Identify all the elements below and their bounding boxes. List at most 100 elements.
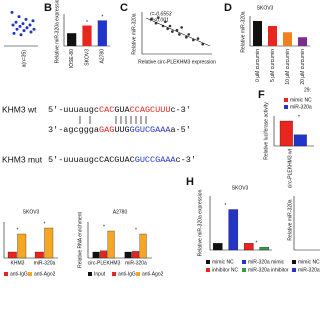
point [21, 22, 25, 26]
bar [82, 25, 92, 46]
legend-label: mimic NC [298, 259, 320, 265]
x-label: circ-PLEKHM3 wt [287, 148, 293, 188]
sequence-label: KHM3 mut [2, 154, 43, 164]
y-label: Relative miR-320a [240, 11, 246, 52]
x-label: a(n=35) [21, 50, 27, 68]
point [187, 33, 190, 36]
x-tick-label: 0 μM curcumin [255, 49, 261, 82]
legend-swatch [112, 272, 116, 276]
point [32, 27, 36, 31]
significance: * [44, 221, 46, 227]
x-tick-label: 5 μM curcumin [270, 49, 276, 82]
bar [283, 32, 292, 46]
point [28, 23, 32, 27]
stat: P<0.001 [150, 17, 169, 23]
y-label: Relative miR-320a [131, 13, 137, 54]
chart-title: SKOV3 [257, 5, 274, 11]
point [14, 20, 18, 24]
bar [17, 233, 27, 259]
bar [279, 120, 293, 147]
trend-line [145, 17, 211, 47]
legend-label: miR-320a mimic [248, 259, 285, 265]
significance: * [225, 203, 227, 209]
sequence: 3'-agcgggaGAGUUGGGUCGAAAa-5' [48, 125, 191, 135]
legend-swatch [88, 272, 92, 276]
legend-label: miR-320a [298, 267, 320, 273]
bar [243, 243, 254, 251]
x-tick-label: SKOV3 [84, 49, 90, 66]
bar [44, 227, 54, 259]
panel-label: C [120, 2, 128, 14]
sequence-segment: GGUCGAAA [130, 125, 172, 135]
sequence-segment: 5'-uuuaugc [48, 105, 99, 115]
legend-swatch [242, 260, 246, 264]
sequence-segment: CCAGCUUU [130, 105, 171, 115]
point [12, 31, 16, 35]
x-tick-label: KHM3 [11, 260, 25, 266]
significance: * [101, 15, 103, 21]
y-label: Relative luciferase activity [263, 102, 269, 160]
x-tick-label: IOSE-80 [69, 49, 75, 68]
y-label: Relative RNA enrichment [77, 211, 83, 267]
stat: r=-0.6553 [150, 11, 172, 17]
x-tick-label: A2780 [100, 49, 106, 64]
legend-swatch [4, 272, 8, 276]
legend-swatch [292, 268, 296, 272]
bar [34, 251, 44, 259]
chart-title: SKOV3 [232, 185, 249, 191]
legend-swatch [292, 260, 296, 264]
point [22, 29, 26, 33]
bar [100, 250, 108, 259]
legend-label: miR-320a inhibitor [248, 267, 289, 273]
x-tick-label: 20 μM curcumin [300, 49, 306, 85]
sequence: 5'-uuuaugcCACGUACCAGCUUUc-3' [48, 105, 191, 115]
point [15, 27, 19, 31]
panel-label: D [224, 2, 232, 14]
significance: * [17, 227, 19, 233]
point [19, 33, 23, 37]
bar [212, 243, 223, 251]
sequence-segment: CAC [99, 105, 114, 115]
x-label: Relative circ-PLEKHM3 expression [138, 59, 216, 65]
point [192, 38, 195, 42]
significance: * [298, 114, 300, 120]
sequence-segment: a-5' [170, 125, 190, 135]
point [185, 35, 188, 39]
corner-text: 29: [304, 87, 311, 93]
x-tick-label: miR-320a [34, 260, 56, 266]
point [25, 26, 29, 30]
axis [293, 196, 320, 251]
panel-label: H [186, 176, 194, 188]
legend-swatch [206, 260, 210, 264]
legend-label: miR-320a [290, 104, 312, 110]
bar [139, 233, 147, 259]
point [166, 27, 169, 31]
sequence-segment: UUG [114, 125, 129, 135]
bar [298, 37, 307, 46]
point [164, 20, 167, 24]
legend-swatch [206, 268, 210, 272]
point [11, 23, 15, 27]
point [150, 17, 153, 21]
panel-label: B [44, 2, 52, 14]
sequence-segment: 5'-uuuaugcCACGUAC [48, 155, 135, 165]
chart-title: A2780 [113, 209, 128, 215]
x-tick-label: miR-320a [125, 260, 147, 266]
sequence: 5'-uuuaugcCACGUACGUCCGAAAc-3' [48, 155, 196, 165]
point [178, 33, 181, 36]
pairing-lines [79, 116, 147, 124]
significance: * [135, 227, 137, 233]
legend-label: inhibitor NC [212, 267, 239, 273]
chart-title: SKOV3 [23, 209, 40, 215]
point [18, 24, 22, 28]
point [24, 17, 28, 21]
legend-label: anti-IgG [10, 271, 28, 277]
legend-swatch [284, 98, 288, 102]
legend-swatch [284, 105, 288, 109]
point [31, 19, 35, 23]
bar [228, 209, 239, 251]
sequence-segment: GUA [114, 105, 130, 115]
point [196, 37, 200, 40]
bar [253, 21, 262, 46]
significance: * [103, 224, 105, 230]
